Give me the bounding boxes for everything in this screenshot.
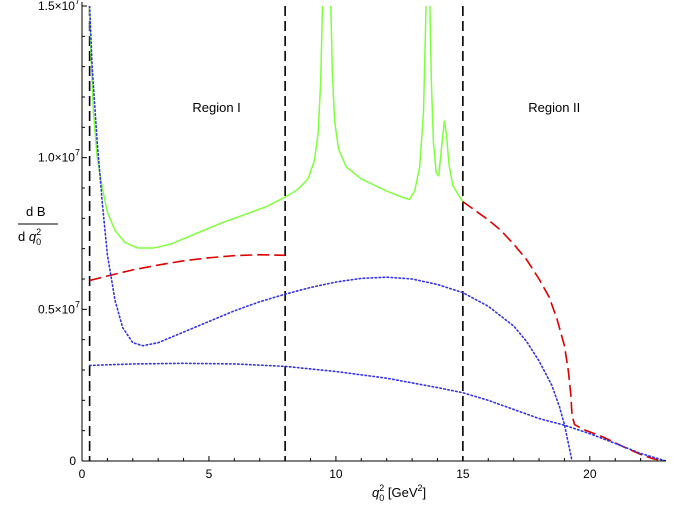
y-axis-label-numerator: d B <box>26 204 46 219</box>
series-solid-line-0-segment-0 <box>88 6 324 249</box>
x-tick-label-1: 5 <box>206 467 213 481</box>
x-axis-label-unit-open: [GeV <box>384 485 418 500</box>
y-axis-label-denominator-sub: 0 <box>36 237 41 247</box>
y-axis-label-denominator-d: d <box>18 229 29 244</box>
x-axis-label-var: q <box>372 485 380 500</box>
x-axis-label: q2 0 [GeV2] <box>372 483 426 503</box>
y-axis-label-numerator-text: d B <box>26 204 46 219</box>
x-axis-label-unit-sup: 2 <box>418 483 423 493</box>
x-axis-label-sub: 0 <box>379 493 384 503</box>
x-tick-label-3: 15 <box>456 467 470 481</box>
series-solid-line-0-segment-1 <box>330 6 427 201</box>
y-axis-label: d B d q2 0 <box>18 204 58 247</box>
axes-group <box>81 2 666 462</box>
region-annotation-0: Region I <box>192 100 240 115</box>
series-solid-line-0-segment-2 <box>429 6 464 203</box>
y-tick-label-3: 1.5×107 <box>38 0 80 13</box>
x-tick-label-2: 10 <box>329 467 343 481</box>
x-axis-label-sup: 2 <box>379 483 384 493</box>
series-dotted-line-2-segment-1 <box>88 362 666 461</box>
series-group <box>88 6 666 461</box>
y-tick-label-1: 0.5×107 <box>38 299 80 316</box>
annotations-group: Region I Region II <box>192 100 580 115</box>
series-dotted-line-2-segment-0 <box>88 6 573 461</box>
series-dashed-line-1-segment-0 <box>89 253 286 282</box>
y-axis-label-denominator-var: q <box>29 229 37 244</box>
y-axis-label-denominator-sup: 2 <box>36 227 41 237</box>
y-tick-label-2: 1.0×107 <box>38 148 80 165</box>
x-tick-label-4: 20 <box>583 467 597 481</box>
region-annotation-1: Region II <box>528 100 580 115</box>
x-axis-label-unit-close: ] <box>423 485 427 500</box>
region-divider-lines <box>88 6 464 461</box>
y-tick-label-0: 0 <box>69 454 76 468</box>
x-tick-label-0: 0 <box>79 467 86 481</box>
y-axis-label-denominator: d q2 0 <box>18 227 41 247</box>
